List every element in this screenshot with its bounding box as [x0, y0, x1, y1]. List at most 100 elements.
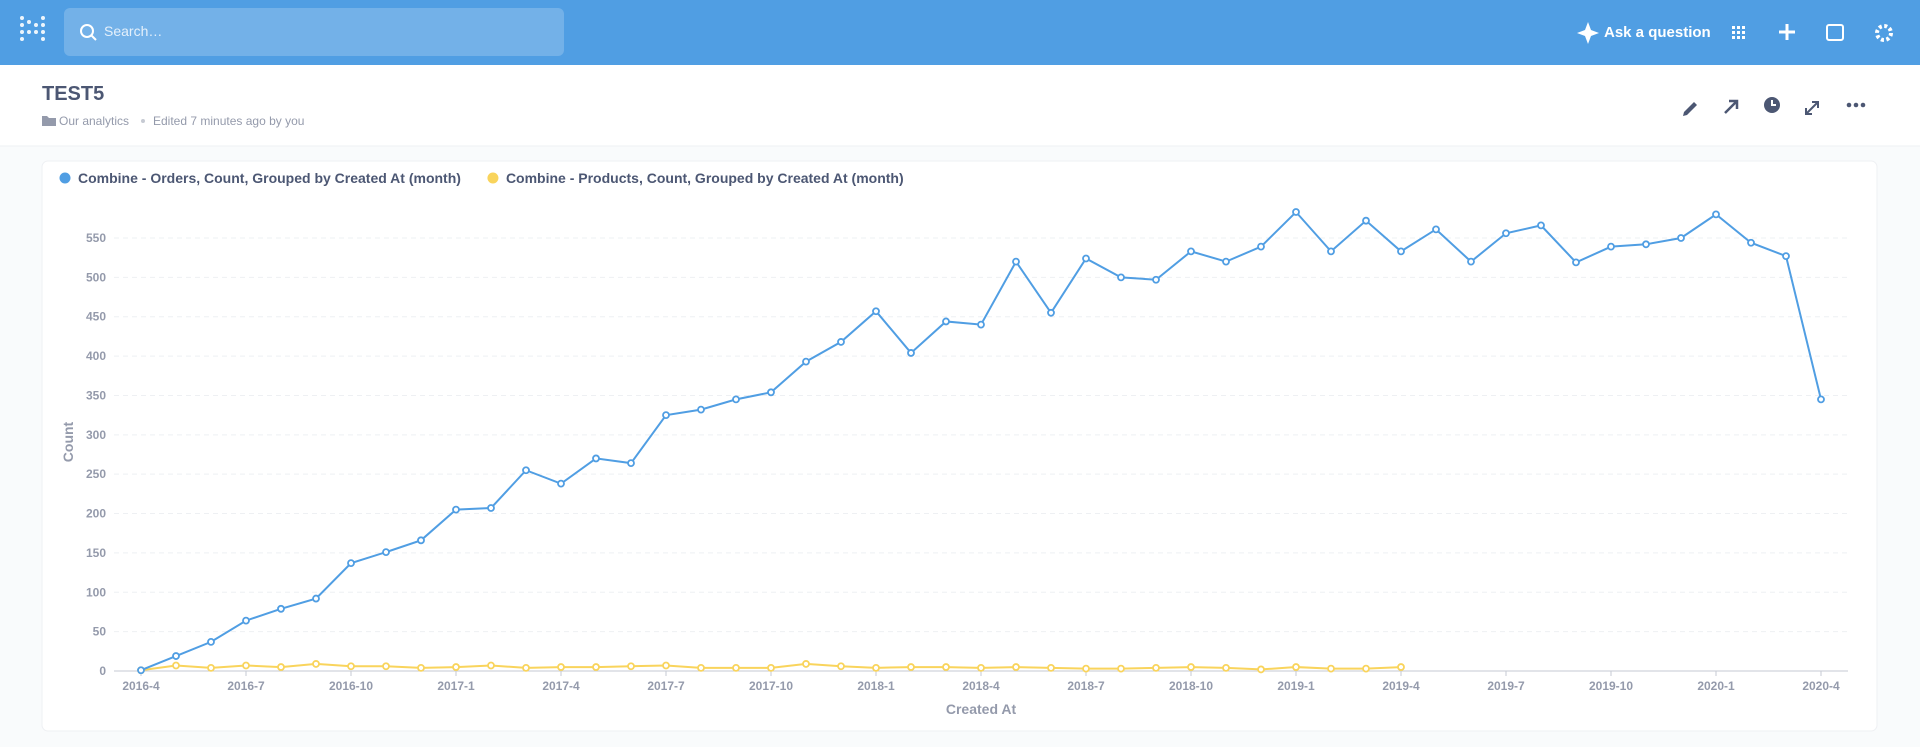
- data-point: [347, 559, 355, 568]
- data-point: [1502, 229, 1510, 238]
- data-point: [837, 338, 845, 346]
- y-axis-label: Count: [60, 421, 76, 462]
- data-point: [347, 662, 355, 671]
- search-placeholder: Search…: [104, 23, 162, 39]
- data-point: [1117, 273, 1125, 282]
- chart-card: [41, 160, 1878, 732]
- data-point: [767, 663, 775, 672]
- x-tick-label: 2017-10: [749, 679, 793, 693]
- edited-info[interactable]: Edited 7 minutes ago by you: [153, 114, 304, 128]
- data-point: [872, 663, 880, 672]
- x-tick-label: 2020-1: [1697, 679, 1735, 693]
- data-point: [382, 662, 390, 671]
- data-point: [662, 661, 670, 670]
- data-point: [1782, 252, 1790, 261]
- search-box[interactable]: [64, 8, 564, 56]
- data-point: [1677, 234, 1685, 242]
- history-icon: [1771, 100, 1776, 106]
- edit-icon[interactable]: [1683, 102, 1697, 116]
- dashboard-header: [0, 65, 1920, 146]
- logo: [20, 16, 45, 41]
- folder-icon: [42, 116, 56, 126]
- data-point: [382, 548, 390, 557]
- data-point: [907, 663, 915, 671]
- data-point: [802, 660, 810, 668]
- data-point: [1537, 221, 1545, 230]
- data-point: [1572, 258, 1580, 267]
- new-icon[interactable]: [1779, 24, 1795, 40]
- data-point: [802, 357, 810, 366]
- data-point: [1607, 242, 1615, 251]
- data-point: [277, 604, 285, 613]
- data-point: [1012, 663, 1020, 671]
- data-point: [207, 637, 215, 646]
- data-point: [207, 663, 215, 672]
- y-tick-label: 250: [86, 467, 106, 481]
- settings-icon[interactable]: [1875, 24, 1893, 42]
- data-point: [1222, 257, 1230, 266]
- browse-icon[interactable]: [1826, 24, 1844, 41]
- fullscreen-icon[interactable]: [1805, 101, 1819, 115]
- data-point: [837, 662, 845, 671]
- data-point: [662, 411, 670, 420]
- apps-icon[interactable]: [1732, 26, 1745, 39]
- data-point: [1187, 663, 1195, 671]
- separator: [141, 119, 145, 123]
- x-axis-label: Created At: [946, 701, 1017, 717]
- x-tick-label: 2017-1: [437, 679, 475, 693]
- data-point: [1712, 210, 1720, 219]
- data-point: [1222, 663, 1230, 672]
- data-point: [732, 663, 740, 672]
- share-icon[interactable]: [1724, 99, 1739, 114]
- data-point: [312, 660, 320, 668]
- data-point: [1397, 663, 1405, 671]
- legend-label: Combine - Orders, Count, Grouped by Crea…: [78, 170, 461, 186]
- x-tick-label: 2018-1: [857, 679, 895, 693]
- y-tick-label: 500: [86, 270, 106, 284]
- data-point: [242, 661, 250, 670]
- y-tick-label: 0: [99, 664, 106, 678]
- y-tick-label: 350: [86, 388, 106, 402]
- data-point: [1047, 308, 1055, 317]
- data-point: [1292, 208, 1300, 216]
- more-icon[interactable]: [1846, 102, 1866, 108]
- data-point: [312, 594, 320, 603]
- data-point: [1327, 664, 1335, 673]
- data-point: [1327, 247, 1335, 256]
- data-point: [697, 405, 705, 414]
- y-tick-label: 450: [86, 310, 106, 324]
- data-point: [627, 662, 635, 671]
- x-tick-label: 2019-7: [1487, 679, 1525, 693]
- x-tick-label: 2016-4: [122, 679, 160, 693]
- data-point: [942, 317, 950, 326]
- data-point: [1362, 664, 1370, 673]
- legend-label: Combine - Products, Count, Grouped by Cr…: [506, 170, 904, 186]
- data-point: [137, 666, 145, 675]
- data-point: [767, 388, 775, 397]
- y-tick-label: 550: [86, 231, 106, 245]
- x-tick-label: 2018-7: [1067, 679, 1105, 693]
- data-point: [592, 454, 600, 463]
- data-point: [1397, 247, 1405, 256]
- dashboard-title: TEST5: [42, 83, 104, 105]
- data-point: [942, 663, 950, 671]
- data-point: [277, 663, 285, 671]
- data-point: [1082, 254, 1090, 263]
- ask-button[interactable]: Ask a question: [1604, 24, 1711, 41]
- data-point: [1467, 257, 1475, 266]
- search-icon: [80, 24, 94, 38]
- y-tick-label: 200: [86, 507, 106, 521]
- x-tick-label: 2017-7: [647, 679, 685, 693]
- data-point: [977, 320, 985, 329]
- collection-link[interactable]: Our analytics: [59, 114, 129, 128]
- y-tick-label: 400: [86, 349, 106, 363]
- data-point: [1432, 225, 1440, 234]
- data-point: [872, 307, 880, 316]
- data-point: [1117, 664, 1125, 673]
- legend-dot: [59, 172, 71, 184]
- data-point: [417, 663, 425, 672]
- x-tick-label: 2017-4: [542, 679, 580, 693]
- chart: Combine - Orders, Count, Grouped by Crea…: [59, 170, 1848, 717]
